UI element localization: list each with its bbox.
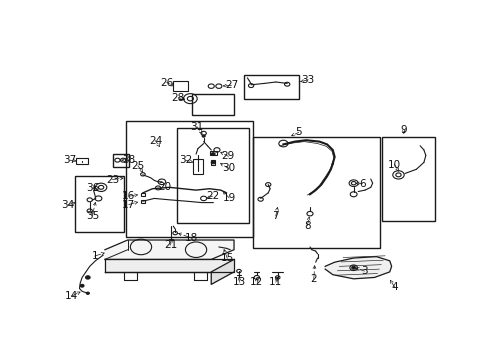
Text: 19: 19 [222, 193, 236, 203]
Circle shape [86, 276, 90, 279]
Bar [193, 159, 203, 174]
Text: 31: 31 [191, 122, 204, 132]
Text: 13: 13 [233, 277, 246, 287]
Text: 37: 37 [63, 155, 76, 165]
Text: 28: 28 [172, 93, 185, 103]
Bar [173, 81, 189, 91]
Polygon shape [105, 240, 234, 260]
Polygon shape [105, 260, 234, 272]
Bar [177, 128, 249, 223]
Bar [244, 75, 298, 99]
Text: 15: 15 [220, 253, 234, 263]
Text: 12: 12 [250, 277, 264, 287]
Bar [211, 160, 216, 165]
Text: 29: 29 [221, 151, 235, 161]
Bar [210, 150, 217, 155]
Text: 34: 34 [61, 199, 74, 210]
Text: 33: 33 [301, 75, 315, 85]
Text: 27: 27 [225, 80, 238, 90]
Text: 26: 26 [160, 77, 173, 87]
Text: 22: 22 [206, 191, 219, 201]
Text: 32: 32 [179, 155, 193, 165]
Text: 35: 35 [86, 211, 99, 221]
Text: 24: 24 [149, 136, 162, 146]
Text: 10: 10 [388, 159, 401, 170]
Text: 1: 1 [91, 251, 98, 261]
Bar [141, 199, 145, 203]
Text: 8: 8 [304, 221, 311, 231]
Text: 2: 2 [311, 274, 317, 284]
Text: 3: 3 [361, 266, 368, 276]
Text: 36: 36 [86, 183, 99, 193]
Text: 20: 20 [158, 182, 171, 192]
Bar [382, 138, 435, 221]
Text: 25: 25 [131, 161, 145, 171]
Bar [76, 158, 88, 165]
Text: 16: 16 [122, 191, 135, 201]
Circle shape [80, 284, 84, 287]
Text: 4: 4 [392, 282, 398, 292]
Bar [74, 176, 124, 232]
Bar [141, 193, 145, 196]
Bar [253, 138, 380, 248]
Text: 7: 7 [272, 211, 279, 221]
Polygon shape [211, 260, 234, 284]
Bar [192, 94, 234, 115]
Text: 6: 6 [359, 179, 366, 189]
Text: 17: 17 [122, 199, 135, 210]
Text: 9: 9 [400, 125, 407, 135]
Text: 30: 30 [222, 163, 235, 174]
Circle shape [211, 161, 215, 164]
Circle shape [202, 135, 205, 137]
Polygon shape [325, 257, 392, 279]
Text: 5: 5 [295, 127, 302, 138]
Text: 38: 38 [122, 155, 135, 165]
Circle shape [211, 153, 215, 156]
Text: 11: 11 [269, 277, 282, 287]
Bar [113, 154, 129, 167]
Text: 23: 23 [106, 175, 119, 185]
Text: 14: 14 [65, 291, 78, 301]
Text: 18: 18 [185, 233, 198, 243]
Circle shape [86, 292, 89, 294]
Bar [126, 121, 253, 237]
Text: 21: 21 [164, 240, 177, 250]
Circle shape [352, 266, 356, 269]
